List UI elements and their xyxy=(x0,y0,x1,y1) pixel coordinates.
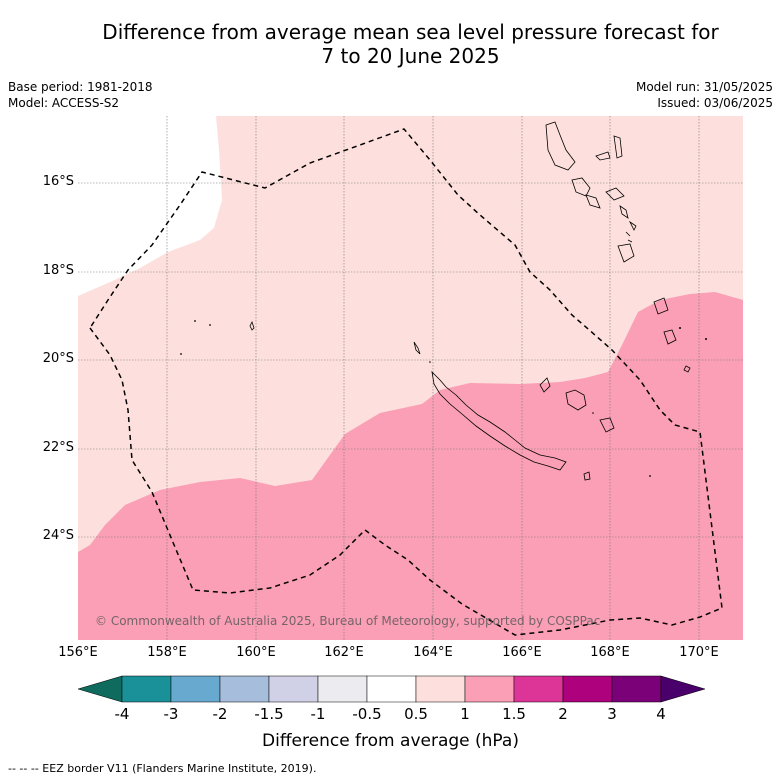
colorbar-label: 3 xyxy=(607,705,617,723)
lon-label-158e: 158°E xyxy=(147,645,187,660)
vanuatu-erromango xyxy=(617,243,635,263)
colorbar-label: 0.5 xyxy=(404,705,428,723)
colorbar-bin-2 xyxy=(170,675,221,703)
colorbar-bin-5 xyxy=(317,675,368,703)
lat-label-24s: 24°S xyxy=(42,528,74,543)
colorbar-label: -1.5 xyxy=(254,705,284,723)
colorbar-bin-10 xyxy=(562,675,613,703)
vanuatu-maewo xyxy=(613,135,623,159)
model-name: Model: ACCESS-S2 xyxy=(8,96,120,110)
vanuatu-efate xyxy=(605,187,625,201)
small-islets xyxy=(180,320,707,477)
issued-date: Issued: 03/06/2025 xyxy=(657,96,773,110)
colorbar-label: -3 xyxy=(163,705,179,723)
eez-footnote: -- -- -- EEZ border V11 (Flanders Marine… xyxy=(8,762,317,775)
lon-label-164e: 164°E xyxy=(413,645,453,660)
colorbar-extend-high xyxy=(660,675,706,703)
coastlines xyxy=(249,121,691,481)
anomaly-zone-neutral xyxy=(78,116,222,296)
vanuatu-ambae xyxy=(595,151,611,161)
chart-title: Difference from average mean sea level p… xyxy=(40,20,781,68)
colorbar-label: -1 xyxy=(310,705,326,723)
colorbar-bin-6 xyxy=(366,675,417,703)
colorbar-bin-11 xyxy=(611,675,662,703)
colorbar-bin-7 xyxy=(415,675,466,703)
lon-label-168e: 168°E xyxy=(590,645,630,660)
colorbar-label: -0.5 xyxy=(352,705,382,723)
loyalty-island-mare xyxy=(599,417,615,433)
eez-border xyxy=(89,128,723,636)
anomaly-zone-1-1.5 xyxy=(78,292,743,640)
colorbar-label: 4 xyxy=(656,705,666,723)
lat-label-18s: 18°S xyxy=(42,263,74,278)
colorbar-bin-9 xyxy=(513,675,564,703)
lon-label-156e: 156°E xyxy=(58,645,98,660)
title-line-1: Difference from average mean sea level p… xyxy=(102,20,719,44)
belep-islands xyxy=(413,341,421,355)
loyalty-island-ouvea xyxy=(539,377,551,393)
base-period: Base period: 1981-2018 xyxy=(8,80,153,94)
islet-east-1 xyxy=(663,329,677,345)
matthew-hunter-islands xyxy=(653,297,669,315)
colorbar-bin-3 xyxy=(219,675,270,703)
colorbar xyxy=(77,675,706,703)
colorbar-label: -4 xyxy=(114,705,130,723)
vanuatu-espiritu-santo xyxy=(545,121,576,171)
colorbar-label: 1.5 xyxy=(502,705,526,723)
copyright-notice: © Commonwealth of Australia 2025, Bureau… xyxy=(95,614,601,628)
colorbar-bin-1 xyxy=(121,675,172,703)
lon-label-170e: 170°E xyxy=(679,645,719,660)
loyalty-island-lifou xyxy=(565,389,587,411)
colorbar-bin-8 xyxy=(464,675,515,703)
meta-left: Base period: 1981-2018 Model: ACCESS-S2 xyxy=(8,79,153,111)
lon-label-160e: 160°E xyxy=(236,645,276,660)
lat-label-22s: 22°S xyxy=(42,440,74,455)
lat-label-20s: 20°S xyxy=(42,351,74,366)
lon-label-162e: 162°E xyxy=(324,645,364,660)
new-caledonia-mainland xyxy=(431,370,567,471)
vanuatu-malakula xyxy=(571,177,591,197)
model-run: Model run: 31/05/2025 xyxy=(635,80,773,94)
lon-label-166e: 166°E xyxy=(502,645,542,660)
islet-west xyxy=(249,320,255,331)
meta-right: Model run: 31/05/2025 Issued: 03/06/2025 xyxy=(636,79,773,111)
lat-label-16s: 16°S xyxy=(42,174,74,189)
title-line-2: 7 to 20 June 2025 xyxy=(321,44,500,68)
isle-of-pines xyxy=(583,471,591,481)
colorbar-title: Difference from average (hPa) xyxy=(262,731,519,751)
colorbar-bin-4 xyxy=(268,675,319,703)
colorbar-label: 2 xyxy=(558,705,568,723)
colorbar-label: 1 xyxy=(460,705,470,723)
vanuatu-small-islands xyxy=(619,205,637,243)
vanuatu-tanna xyxy=(585,194,601,209)
colorbar-extend-low xyxy=(77,675,123,703)
islet-east-2 xyxy=(683,365,691,373)
colorbar-label: -2 xyxy=(212,705,228,723)
